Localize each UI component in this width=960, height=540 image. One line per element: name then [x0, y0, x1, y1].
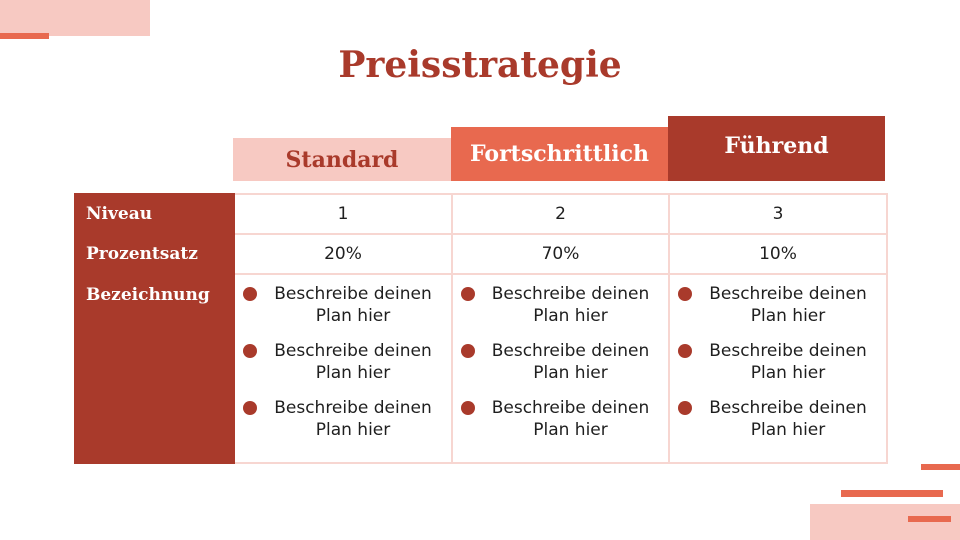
list-item: Beschreibe deinen Plan hier: [678, 340, 880, 384]
bullet-text: Beschreibe deinen Plan hier: [709, 284, 867, 326]
column-header-fortschrittlich: Fortschrittlich: [451, 127, 668, 181]
cell-bezeichnung-fortschrittlich: Beschreibe deinen Plan hier Beschreibe d…: [451, 273, 670, 464]
row-label-niveau: Niveau: [74, 193, 235, 235]
bullet-text: Beschreibe deinen Plan hier: [709, 398, 867, 440]
bullet-dot-icon: [678, 344, 692, 358]
bullet-list: Beschreibe deinen Plan hier Beschreibe d…: [670, 275, 886, 441]
decor-top-pink-block: [0, 0, 150, 36]
bullet-text: Beschreibe deinen Plan hier: [274, 284, 432, 326]
bullet-text: Beschreibe deinen Plan hier: [709, 341, 867, 383]
list-item: Beschreibe deinen Plan hier: [243, 340, 445, 384]
list-item: Beschreibe deinen Plan hier: [243, 397, 445, 441]
pricing-table: Niveau 1 2 3 Prozentsatz 20% 70% 10% Bez…: [74, 193, 888, 464]
list-item: Beschreibe deinen Plan hier: [461, 340, 662, 384]
cell-prozent-fuehrend: 10%: [668, 233, 888, 275]
bullet-text: Beschreibe deinen Plan hier: [274, 398, 432, 440]
bullet-text: Beschreibe deinen Plan hier: [491, 398, 650, 440]
bullet-text: Beschreibe deinen Plan hier: [491, 284, 650, 326]
cell-bezeichnung-standard: Beschreibe deinen Plan hier Beschreibe d…: [233, 273, 453, 464]
cell-niveau-fuehrend: 3: [668, 193, 888, 235]
table-row-niveau: Niveau 1 2 3: [74, 193, 888, 235]
column-header-standard: Standard: [233, 138, 451, 181]
bullet-text: Beschreibe deinen Plan hier: [274, 341, 432, 383]
column-header-label: Führend: [724, 132, 829, 159]
row-label-prozentsatz: Prozentsatz: [74, 233, 235, 275]
decor-bottom-coral-line-2: [841, 490, 943, 497]
bullet-dot-icon: [243, 401, 257, 415]
row-label-bezeichnung: Bezeichnung: [74, 273, 235, 464]
bullet-dot-icon: [461, 344, 475, 358]
bullet-dot-icon: [243, 344, 257, 358]
bullet-dot-icon: [678, 287, 692, 301]
bullet-dot-icon: [243, 287, 257, 301]
page-title: Preisstrategie: [338, 44, 622, 86]
cell-bezeichnung-fuehrend: Beschreibe deinen Plan hier Beschreibe d…: [668, 273, 888, 464]
decor-top-coral-line: [0, 33, 49, 39]
bullet-dot-icon: [461, 401, 475, 415]
decor-bottom-coral-line-1: [921, 464, 960, 470]
column-header-label: Fortschrittlich: [470, 141, 649, 167]
cell-niveau-fortschrittlich: 2: [451, 193, 670, 235]
column-header-label: Standard: [285, 146, 399, 173]
cell-prozent-fortschrittlich: 70%: [451, 233, 670, 275]
bullet-dot-icon: [461, 287, 475, 301]
column-header-fuehrend: Führend: [668, 116, 885, 181]
table-row-prozentsatz: Prozentsatz 20% 70% 10%: [74, 233, 888, 275]
list-item: Beschreibe deinen Plan hier: [678, 283, 880, 327]
bullet-list: Beschreibe deinen Plan hier Beschreibe d…: [453, 275, 668, 441]
decor-bottom-coral-line-3: [908, 516, 951, 522]
bullet-list: Beschreibe deinen Plan hier Beschreibe d…: [235, 275, 451, 441]
decor-bottom-pink-block: [810, 504, 960, 540]
bullet-text: Beschreibe deinen Plan hier: [491, 341, 650, 383]
list-item: Beschreibe deinen Plan hier: [678, 397, 880, 441]
bullet-dot-icon: [678, 401, 692, 415]
list-item: Beschreibe deinen Plan hier: [461, 283, 662, 327]
list-item: Beschreibe deinen Plan hier: [461, 397, 662, 441]
cell-niveau-standard: 1: [233, 193, 453, 235]
list-item: Beschreibe deinen Plan hier: [243, 283, 445, 327]
table-row-bezeichnung: Bezeichnung Beschreibe deinen Plan hier …: [74, 273, 888, 464]
cell-prozent-standard: 20%: [233, 233, 453, 275]
